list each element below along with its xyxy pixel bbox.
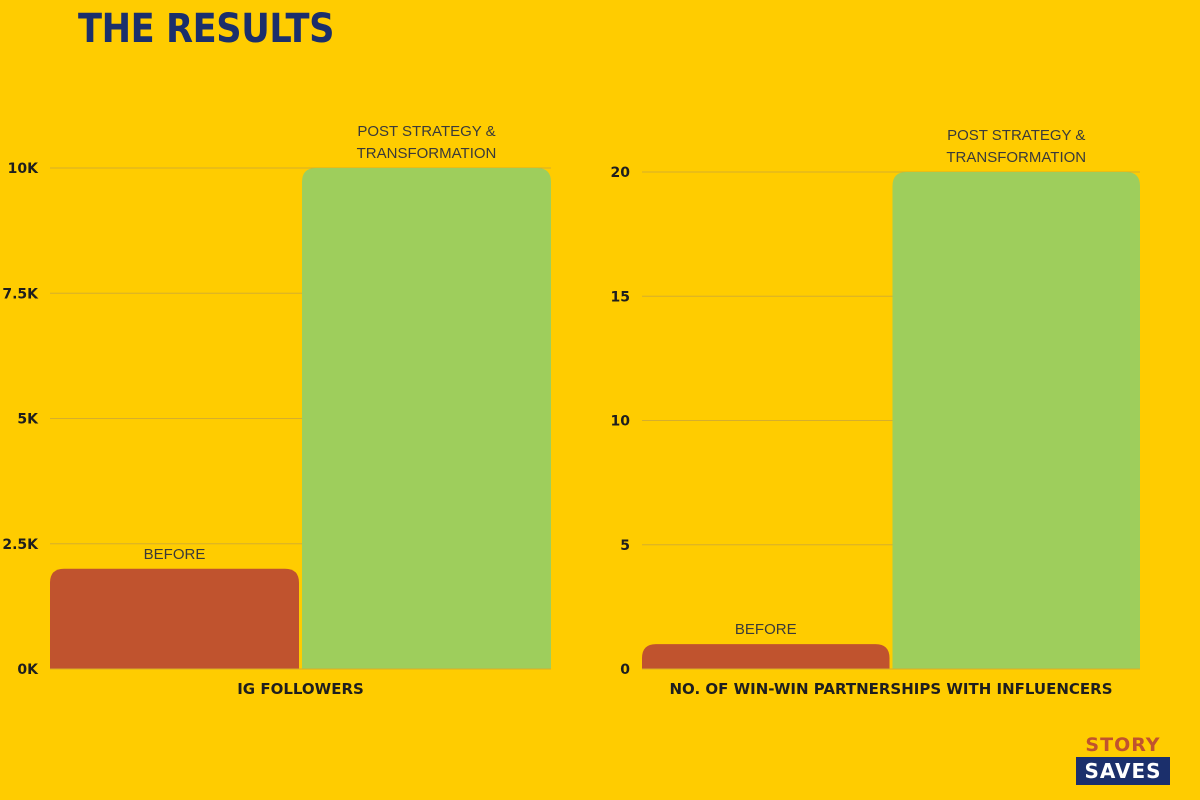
bar-after xyxy=(892,172,1140,669)
data-label-after: POST STRATEGY & TRANSFORMATION xyxy=(946,127,1086,166)
logo-text-story: STORY xyxy=(1085,734,1161,756)
x-axis-label: IG FOLLOWERS xyxy=(237,680,364,698)
y-tick-label: 0 xyxy=(620,662,630,678)
data-label-before: BEFORE xyxy=(144,546,206,563)
page-title: THE RESULTS xyxy=(78,6,334,52)
story-saves-logo: STORY SAVES xyxy=(1076,734,1170,785)
y-tick-label: 10 xyxy=(611,414,631,430)
bar-before xyxy=(50,568,299,669)
y-tick-label: 7.5K xyxy=(2,286,39,302)
x-axis-label: NO. OF WIN-WIN PARTNERSHIPS WITH INFLUEN… xyxy=(669,680,1112,698)
y-tick-label: 5K xyxy=(17,412,39,428)
y-tick-label: 0K xyxy=(17,662,39,678)
data-label-after: POST STRATEGY & TRANSFORMATION xyxy=(357,123,497,162)
y-tick-label: 5 xyxy=(620,538,630,554)
data-label-before: BEFORE xyxy=(735,621,797,638)
y-tick-label: 2.5K xyxy=(2,537,39,553)
y-tick-label: 10K xyxy=(8,161,39,177)
logo-text-saves: SAVES xyxy=(1076,757,1170,785)
chart-2: 0 5 10 15 20 BEFORE POST STRATEGY & TRANSFORMAT… xyxy=(611,127,1140,698)
bar-after xyxy=(302,168,551,669)
chart-1: 0K 2.5K 5K 7.5K 10K BEFORE POST STRATEGY & TRAN… xyxy=(2,123,551,698)
bar-before xyxy=(642,644,890,669)
y-tick-label: 20 xyxy=(611,165,631,181)
y-tick-label: 15 xyxy=(611,289,630,305)
